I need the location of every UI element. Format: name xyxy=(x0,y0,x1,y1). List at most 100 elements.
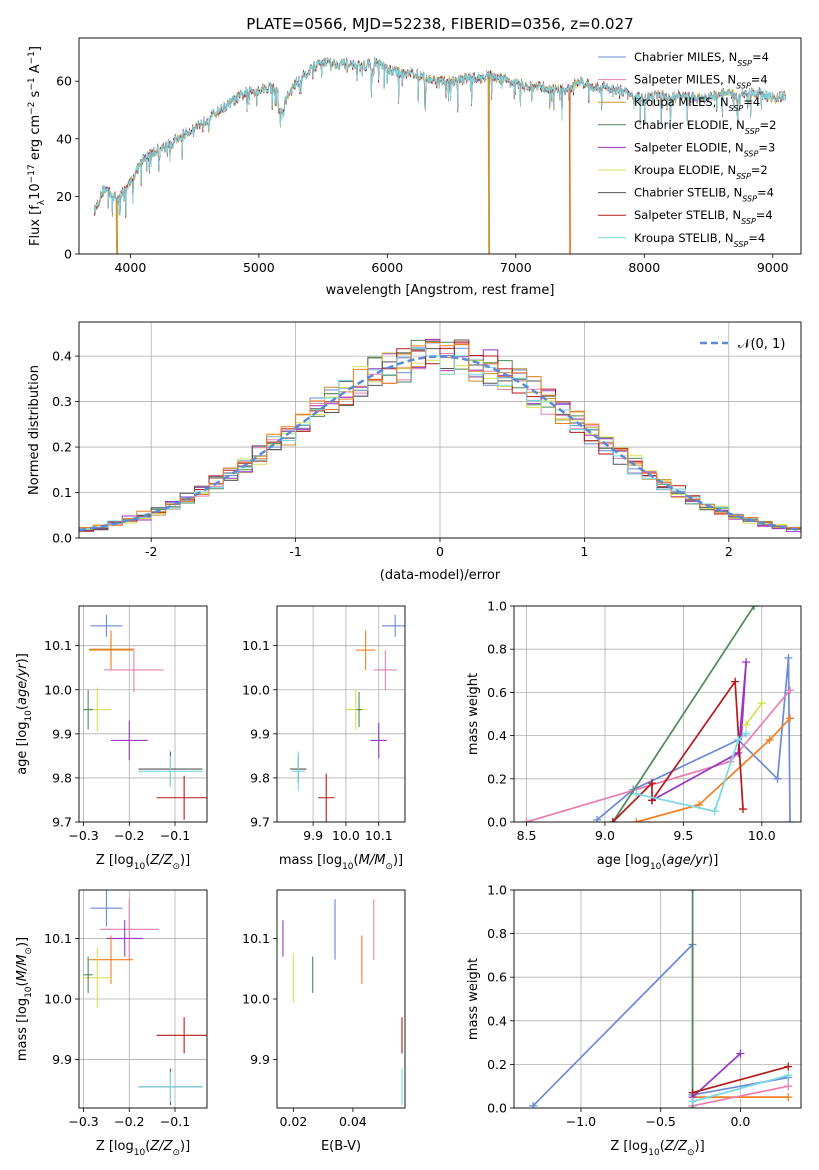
y-tick-label: 0.8 xyxy=(487,642,507,657)
label-part: Z [log xyxy=(96,853,134,868)
y-tick-label: 0.2 xyxy=(487,1057,507,1072)
spectrum-line xyxy=(94,57,786,254)
axes-frame xyxy=(513,605,802,823)
weight-marker xyxy=(522,818,531,822)
y-tick-label: 0.6 xyxy=(487,970,507,985)
y-tick-label: 9.9 xyxy=(52,1052,72,1067)
legend-label-part: =2 xyxy=(760,118,777,132)
x-tick-label: 9.0 xyxy=(595,828,615,843)
x-axis-label: (data-model)/error xyxy=(380,568,501,583)
x-tick-label: 6000 xyxy=(371,260,403,275)
legend-label-part: SSP xyxy=(745,126,760,135)
panel-residuals: -2 -1 0 1 2 0.0 0.1 0.2 0.3 0.4 (data-model)/error… xyxy=(27,321,802,583)
x-tick-label: −0.2 xyxy=(114,828,144,843)
x-tick-label: -2 xyxy=(145,544,157,559)
x-tick-label: −1.0 xyxy=(566,1114,596,1129)
weight-line xyxy=(636,717,791,822)
legend-label-part: =4 xyxy=(743,95,760,109)
y-tick-label: 1.0 xyxy=(487,883,507,898)
legend-label-part: Kroupa ELODIE, N xyxy=(634,163,736,177)
weight-marker xyxy=(688,1097,697,1106)
label-part: mass [log xyxy=(279,853,342,868)
legend-label: Kroupa MILES, NSSP=4 xyxy=(634,95,760,113)
weight-marker xyxy=(742,720,751,729)
y-tick-label: 10.1 xyxy=(242,931,270,946)
y-tick-label: 9.9 xyxy=(250,726,270,741)
spectrum-dropout xyxy=(116,198,119,254)
weight-marker xyxy=(742,658,751,667)
x-tick-label: −0.5 xyxy=(646,1114,676,1129)
label-part: Z [log xyxy=(610,1139,648,1154)
weight-line xyxy=(692,1074,789,1103)
y-tick-label: 9.8 xyxy=(250,770,270,785)
label-part: )] xyxy=(180,1139,190,1154)
weight-marker xyxy=(784,1093,793,1102)
x-tick-label: 0 xyxy=(436,544,444,559)
y-tick-label: 9.7 xyxy=(52,815,72,830)
legend-label: Salpeter STELIB, NSSP=4 xyxy=(634,208,773,226)
y-tick-label: 9.9 xyxy=(250,1052,270,1067)
panel-age-vs-mass: 9.9 10.0 10.1 9.7 9.8 9.9 10.0 10.1 mass [log10(… xyxy=(242,605,406,872)
label-part: age [log xyxy=(15,722,30,775)
label-part: )] xyxy=(708,853,718,868)
legend-label: Kroupa ELODIE, NSSP=2 xyxy=(634,163,768,181)
weight-line xyxy=(692,1065,789,1094)
weight-marker xyxy=(648,779,657,788)
x-axis-label: Z [log10(Z/Z⊙)] xyxy=(96,1139,190,1158)
x-tick-label: 0.02 xyxy=(279,1114,307,1129)
x-tick-label: −0.1 xyxy=(160,1114,190,1129)
y-tick-label: 0.4 xyxy=(487,728,507,743)
label-part: )] xyxy=(15,937,30,947)
y-tick-label: 10.1 xyxy=(242,638,270,653)
label-part: ⊙ xyxy=(385,862,393,872)
y-tick-label: 0.8 xyxy=(487,926,507,941)
label-part: age/yr xyxy=(15,662,30,705)
label-part: −1 xyxy=(27,77,37,90)
legend-label-part: Kroupa MILES, N xyxy=(634,95,729,109)
y-tick-label: 0.4 xyxy=(52,349,72,364)
x-tick-label: −0.3 xyxy=(68,828,98,843)
weight-marker xyxy=(784,1062,793,1071)
panel-weight-vs-Z: −1.0 −0.5 0.0 0.0 0.2 0.4 0.6 0.8 1.0 Z [log10(Z/… xyxy=(466,883,802,1158)
weight-marker xyxy=(593,815,602,822)
weight-marker xyxy=(742,729,751,738)
label-part: 10 xyxy=(650,862,662,872)
x-tick-label: 8000 xyxy=(628,260,660,275)
weight-marker xyxy=(608,818,617,822)
weight-marker xyxy=(749,606,758,610)
label-part: −2 xyxy=(27,102,37,115)
label-part: E(B-V) xyxy=(321,1139,361,1154)
x-tick-label: 8.5 xyxy=(517,828,537,843)
y-axis-label: mass weight xyxy=(466,673,481,755)
legend-label: Salpeter MILES, NSSP=4 xyxy=(634,73,768,91)
weight-marker xyxy=(731,677,740,686)
y-tick-label: 9.7 xyxy=(250,815,270,830)
weight-marker xyxy=(784,653,793,662)
weight-marker xyxy=(765,735,774,744)
axes-frame xyxy=(78,37,802,255)
weight-marker xyxy=(632,818,641,822)
y-tick-label: 20 xyxy=(56,189,72,204)
plot-area xyxy=(83,614,207,820)
x-tick-label: 5000 xyxy=(243,260,275,275)
spectrum-dropout xyxy=(488,75,491,254)
histogram-step xyxy=(79,342,801,529)
x-tick-label: −0.3 xyxy=(68,1114,98,1129)
panel-spectrum: 4000 5000 6000 7000 8000 9000 0 20 40 60 wavelengt… xyxy=(27,37,802,298)
label-part: A xyxy=(28,64,43,77)
axes-frame xyxy=(276,889,406,1109)
weight-marker xyxy=(773,774,782,783)
label-part: 10 xyxy=(134,862,146,872)
legend-label-part: SSP xyxy=(734,239,749,248)
y-axis-label: Flux [fλ10−17 erg cm−2 s−1 A−1] xyxy=(27,46,47,246)
legend-label-part: =4 xyxy=(752,50,769,64)
axes-frame xyxy=(513,889,802,1109)
legend-label: Kroupa STELIB, NSSP=4 xyxy=(634,231,765,249)
label-part: −17 xyxy=(27,164,37,183)
label-part: ( xyxy=(15,705,30,710)
weight-marker xyxy=(529,1101,538,1108)
panel-weight-vs-age: 8.5 9.0 9.5 10.0 0.0 0.2 0.4 0.6 0.8 1.0 age [log1… xyxy=(466,599,802,872)
plot-area xyxy=(290,614,405,822)
weight-marker xyxy=(786,818,795,822)
